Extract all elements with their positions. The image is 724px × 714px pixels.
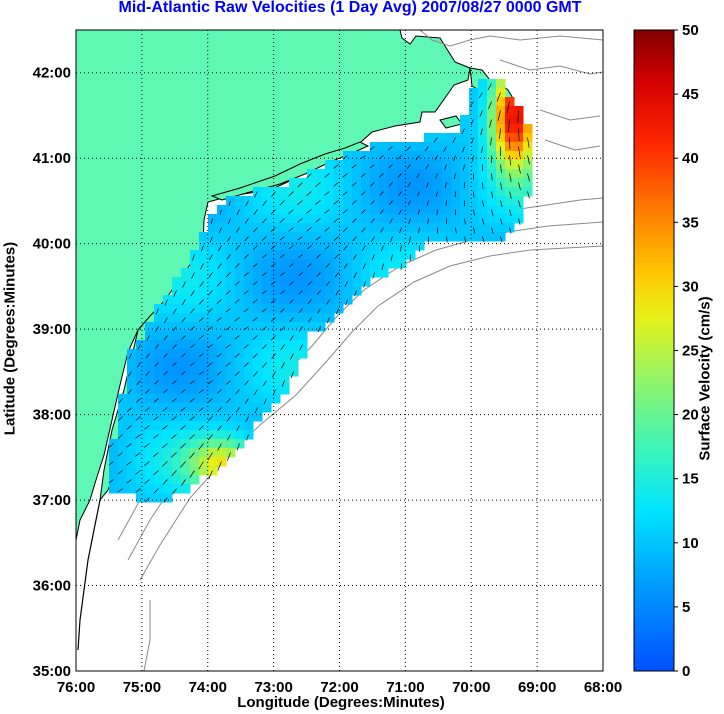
map-title: Mid-Atlantic Raw Velocities (1 Day Avg) … bbox=[118, 0, 582, 16]
velocity-vectors bbox=[108, 83, 530, 503]
lon-tick-label: 70:00 bbox=[452, 679, 490, 696]
lat-tick-label: 41:00 bbox=[33, 150, 71, 167]
colorbar-tick-label: 45 bbox=[682, 86, 699, 103]
lat-tick-label: 37:00 bbox=[33, 492, 71, 509]
lon-tick-label: 76:00 bbox=[57, 679, 95, 696]
colorbar bbox=[633, 29, 675, 672]
lat-tick-label: 39:00 bbox=[33, 321, 71, 338]
colorbar-tick-label: 30 bbox=[682, 278, 699, 295]
lat-tick-label: 35:00 bbox=[33, 663, 71, 680]
lon-tick-label: 69:00 bbox=[518, 679, 556, 696]
lon-tick-label: 68:00 bbox=[584, 679, 622, 696]
lat-tick-label: 40:00 bbox=[33, 236, 71, 253]
colorbar-tick-label: 50 bbox=[682, 22, 699, 39]
lon-tick-label: 75:00 bbox=[123, 679, 161, 696]
colorbar-tick-label: 10 bbox=[682, 535, 699, 552]
x-axis-label: Longitude (Degrees:Minutes) bbox=[237, 694, 445, 711]
y-axis-label: Latitude (Degrees:Minutes) bbox=[1, 241, 19, 436]
plot-frame bbox=[75, 29, 604, 672]
colorbar-tick-label: 5 bbox=[682, 599, 690, 616]
lon-tick-label: 73:00 bbox=[254, 679, 292, 696]
outer-banks bbox=[77, 499, 101, 651]
lon-tick-label: 71:00 bbox=[386, 679, 424, 696]
lon-tick-label: 74:00 bbox=[189, 679, 227, 696]
lat-tick-label: 42:00 bbox=[33, 65, 71, 82]
colorbar-label: Surface Velocity (cm/s) bbox=[696, 296, 714, 461]
lat-tick-label: 38:00 bbox=[33, 407, 71, 424]
lat-tick-label: 36:00 bbox=[33, 578, 71, 595]
colorbar-tick-label: 15 bbox=[682, 471, 699, 488]
colorbar-tick-label: 20 bbox=[682, 407, 699, 424]
colorbar-tick-label: 25 bbox=[682, 343, 699, 360]
colorbar-tick-label: 35 bbox=[682, 214, 699, 231]
colorbar-tick-label: 40 bbox=[682, 150, 699, 167]
colorbar-tick-label: 0 bbox=[682, 663, 690, 680]
lon-tick-label: 72:00 bbox=[320, 679, 358, 696]
